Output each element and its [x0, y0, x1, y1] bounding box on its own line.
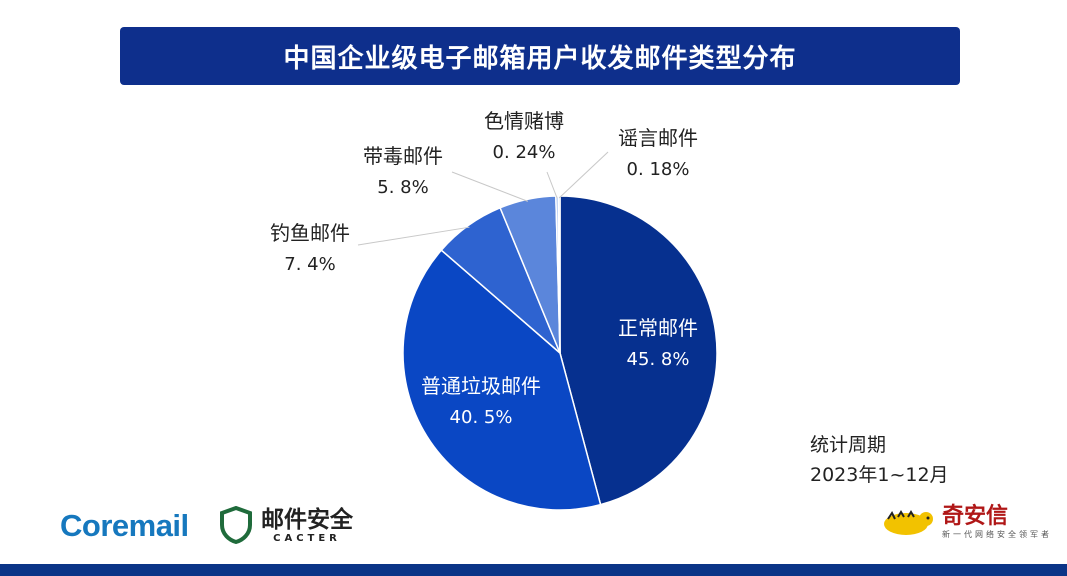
- stat-period-block: 统计周期 2023年1~12月: [810, 430, 949, 490]
- stat-label: 统计周期: [810, 434, 887, 456]
- mascot-icon: [884, 509, 933, 535]
- chart-title: 中国企业级电子邮箱用户收发邮件类型分布: [283, 43, 797, 74]
- title-banner: 中国企业级电子邮箱用户收发邮件类型分布: [120, 27, 960, 85]
- pie-slice: [559, 195, 718, 506]
- qax-logo: 奇安信 新一代网络安全领军者: [880, 505, 1052, 540]
- pie-slice: [402, 249, 602, 511]
- stat-period: 2023年1~12月: [810, 464, 949, 486]
- slice-value-label: 7. 4%: [284, 254, 335, 275]
- qax-name: 奇安信: [942, 504, 1009, 529]
- qax-slogan: 新一代网络安全领军者: [942, 530, 1052, 539]
- cacter-cn: 邮件安全: [261, 506, 353, 533]
- leader-line: [451, 171, 529, 202]
- slice-label: 普通垃圾邮件: [421, 374, 541, 398]
- cacter-logo: 邮件安全 CACTER: [219, 506, 353, 544]
- slice-value-label: 40. 5%: [450, 407, 513, 428]
- coremail-logo: Coremail: [60, 508, 189, 543]
- cacter-en: CACTER: [273, 532, 341, 544]
- leader-line: [558, 151, 609, 199]
- slice-label: 色情赌博: [484, 109, 564, 133]
- leader-line: [546, 171, 558, 199]
- slice-label: 钓鱼邮件: [270, 221, 350, 245]
- slice-label: 带毒邮件: [363, 144, 443, 168]
- slice-value-label: 5. 8%: [377, 177, 428, 198]
- slice-label: 正常邮件: [618, 316, 698, 340]
- slice-value-label: 0. 18%: [627, 159, 690, 180]
- footer-bar: [0, 564, 1067, 576]
- slice-value-label: 45. 8%: [627, 349, 690, 370]
- slice-label: 谣言邮件: [618, 126, 698, 150]
- leader-line: [357, 226, 470, 246]
- pie-slice: [557, 195, 561, 354]
- shield-icon: [220, 506, 252, 544]
- slice-value-label: 0. 24%: [493, 142, 556, 163]
